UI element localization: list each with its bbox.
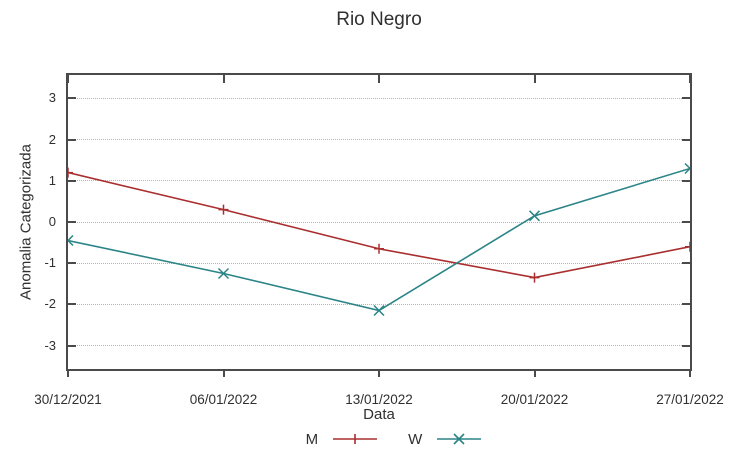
plot-inner — [67, 75, 691, 369]
y-axis-tick — [682, 344, 690, 347]
y-axis-tick — [682, 221, 690, 223]
y-axis-tick — [68, 221, 76, 223]
y-tick-label: 3 — [48, 90, 56, 106]
x-axis-tick — [533, 75, 536, 83]
y-tick-label: 0 — [48, 214, 56, 229]
x-axis-tick — [222, 371, 225, 377]
x-axis-tick — [689, 75, 691, 83]
chart-title: Rio Negro — [336, 9, 422, 30]
gridline — [68, 262, 690, 264]
gridline — [68, 97, 690, 99]
y-axis-tick — [682, 179, 690, 182]
y-tick-label: -1 — [44, 255, 56, 271]
x-tick-label: 06/01/2022 — [189, 392, 258, 407]
y-tick-label: -2 — [44, 296, 56, 312]
gridline — [68, 221, 690, 223]
legend-entry-W: W — [408, 431, 482, 448]
x-axis-tick — [67, 371, 69, 377]
y-axis-tick — [68, 303, 76, 306]
gridline — [68, 180, 690, 182]
x-tick-label: 27/01/2022 — [656, 392, 724, 407]
x-tick-label: 13/01/2022 — [345, 392, 413, 407]
series-line-W — [68, 167, 690, 312]
legend-entry-M: M — [306, 431, 409, 448]
x-axis-tick — [689, 371, 691, 377]
cross-marker-icon — [68, 162, 690, 317]
plus-marker-icon — [68, 167, 690, 283]
y-axis-tick — [68, 138, 76, 141]
gridline — [68, 303, 690, 305]
y-tick-label: 2 — [48, 131, 56, 147]
legend-label-W: W — [408, 430, 423, 448]
gridline — [68, 345, 690, 347]
x-axis-tick — [378, 75, 380, 83]
y-axis-tick — [682, 262, 690, 265]
y-axis-tick — [682, 138, 690, 141]
x-tick-label: 30/12/2021 — [34, 392, 102, 407]
plot-area — [66, 73, 692, 371]
y-axis-tick — [68, 262, 76, 265]
series-canvas — [68, 162, 690, 317]
legend-sample-cross-icon — [437, 433, 482, 445]
x-axis-tick — [67, 75, 69, 83]
x-axis-label: Data — [363, 406, 395, 423]
x-tick-label: 20/01/2022 — [500, 392, 569, 407]
y-axis-tick — [68, 344, 76, 347]
x-axis-tick — [222, 75, 225, 83]
y-axis-tick — [68, 179, 76, 182]
legend-label-M: M — [305, 430, 319, 448]
y-axis-tick — [68, 97, 76, 100]
x-axis-tick — [533, 371, 536, 377]
y-tick-label: -3 — [44, 337, 56, 353]
y-axis-tick — [682, 303, 690, 306]
x-axis-tick — [378, 371, 380, 377]
gridline — [68, 139, 690, 141]
series-line-M — [68, 171, 690, 279]
legend-sample-plus-icon — [333, 434, 378, 444]
y-tick-label: 1 — [48, 172, 56, 188]
y-axis-tick — [682, 97, 690, 100]
